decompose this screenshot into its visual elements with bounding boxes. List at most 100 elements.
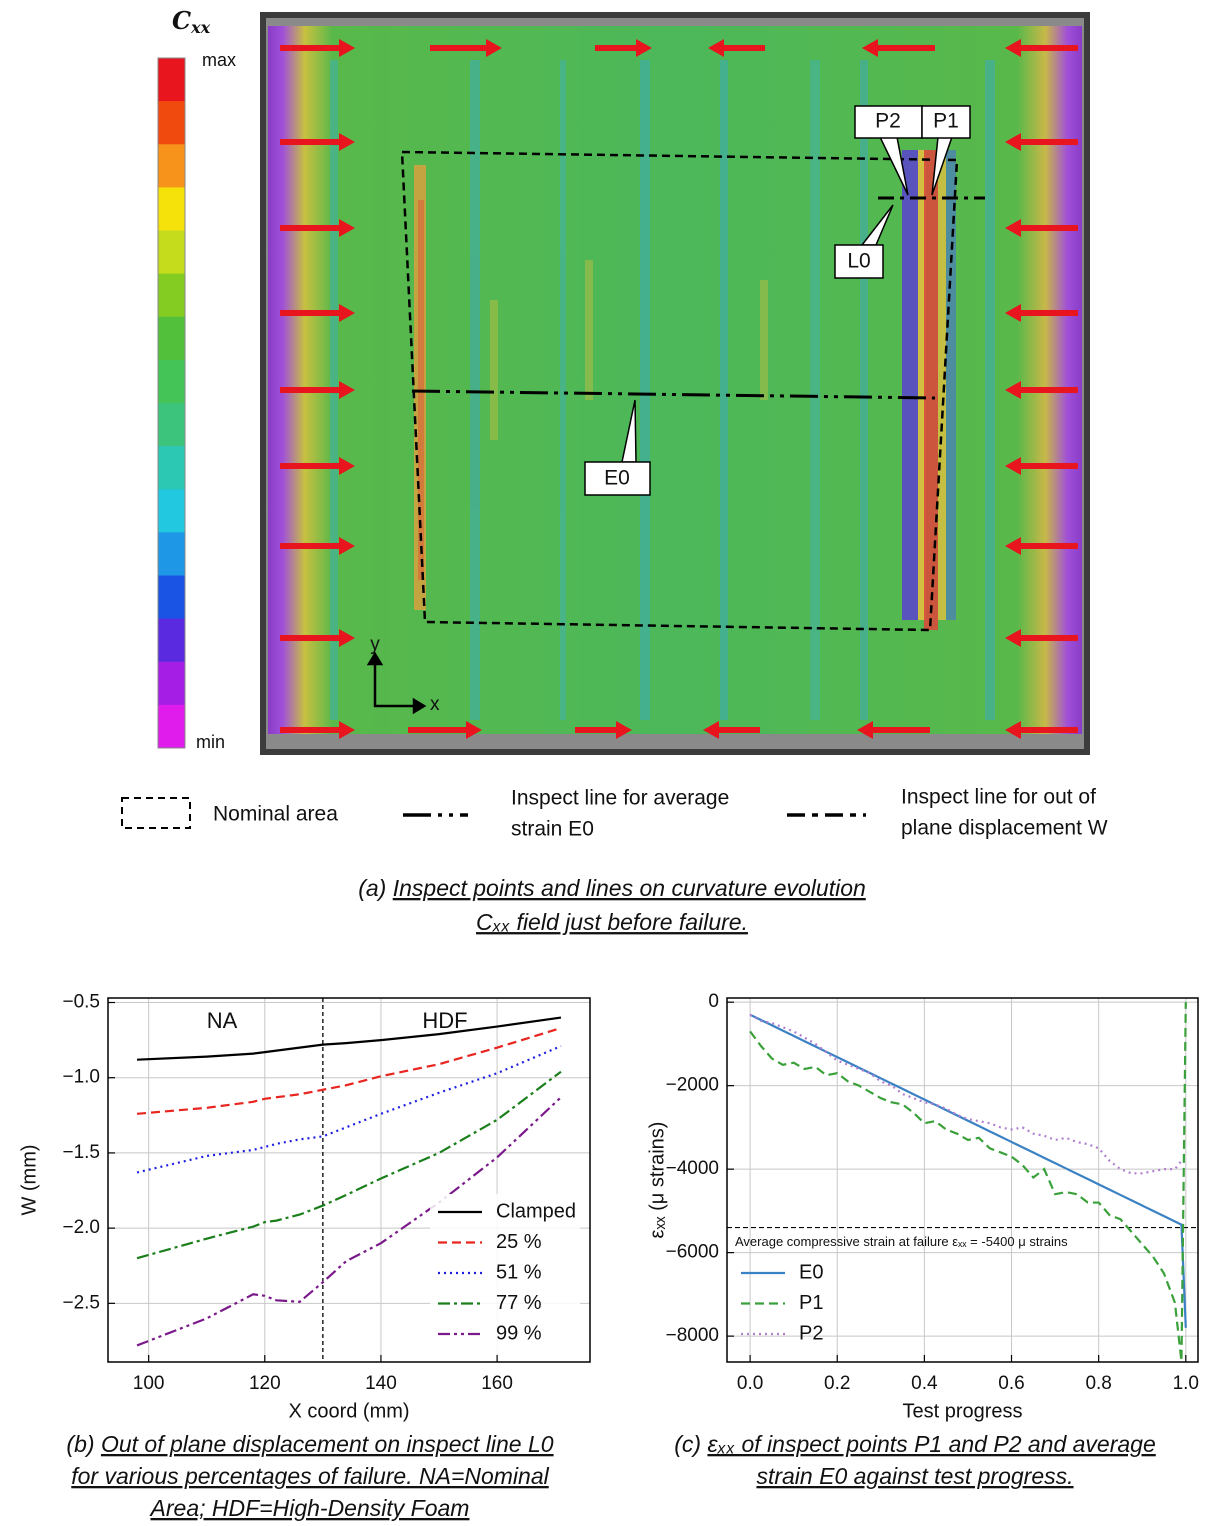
legend-label: E0 xyxy=(799,1261,823,1283)
plot-frame xyxy=(726,997,1199,1363)
arrow-head xyxy=(339,133,355,151)
arrow-head xyxy=(857,721,873,739)
x-tick-label: 1.0 xyxy=(1173,1373,1199,1394)
legend-label: 99 % xyxy=(496,1322,542,1344)
colorbar-segment xyxy=(158,661,185,706)
y-tick-label: 0 xyxy=(708,991,719,1012)
y-tick-label: −6000 xyxy=(666,1242,719,1263)
y-tick-label: −2.5 xyxy=(62,1292,100,1313)
legend-label: 77 % xyxy=(496,1292,542,1314)
legend-box xyxy=(430,1194,580,1355)
legend-label: 51 % xyxy=(496,1261,542,1283)
caption-a: (a) Inspect points and lines on curvatur… xyxy=(358,875,866,901)
y-axis-label: εₓₓ (μ strains) xyxy=(646,1122,668,1239)
x-tick-label: 140 xyxy=(365,1373,397,1394)
load-arrows xyxy=(280,39,1078,739)
region-label: NA xyxy=(207,1008,238,1033)
line-label: L0 xyxy=(847,250,870,273)
field-image xyxy=(260,12,1090,755)
colorbar-title-main: C xyxy=(172,6,191,35)
nominal-area xyxy=(400,150,959,632)
arrow-head xyxy=(1005,219,1021,237)
colorbar-segment xyxy=(158,403,185,447)
series-line xyxy=(136,1016,562,1061)
colorbar-segment xyxy=(158,489,185,533)
plot-frame xyxy=(107,997,591,1363)
y-tick-label: −8000 xyxy=(666,1325,719,1346)
arrow-head xyxy=(339,721,355,739)
arrow-head xyxy=(339,629,355,647)
arrow-head xyxy=(1005,133,1021,151)
caption-line: Inspect points and lines on curvature ev… xyxy=(393,875,866,901)
caption-label: (b) xyxy=(66,1431,94,1457)
x-tick-label: 160 xyxy=(481,1373,513,1394)
legend-text: plane displacement W xyxy=(901,817,1108,840)
arrow-head xyxy=(616,721,632,739)
colorbar-min: min xyxy=(196,732,225,752)
series-line xyxy=(136,1096,562,1347)
triad-y: y xyxy=(370,634,380,655)
arrow-head xyxy=(1005,457,1021,475)
caption-label: (a) xyxy=(358,875,386,901)
arrow-head xyxy=(339,39,355,57)
y-axis-label: W (mm) xyxy=(18,1144,40,1215)
series-line xyxy=(749,1002,1187,1362)
caption-line: for various percentages of failure. NA=N… xyxy=(71,1463,549,1489)
legend-label: P2 xyxy=(799,1322,823,1344)
colorbar-segment xyxy=(158,144,185,188)
point-label: P2 xyxy=(875,110,901,133)
colorbar-segment xyxy=(158,58,185,102)
point-label: P1 xyxy=(933,110,959,133)
callouts xyxy=(584,105,971,496)
arrow-head xyxy=(1005,39,1021,57)
caption-line: Cₓₓ field just before failure. xyxy=(476,909,748,935)
colorbar-segment xyxy=(158,532,185,576)
reference-label: Average compressive strain at failure εₓ… xyxy=(735,1234,1068,1249)
arrow-head xyxy=(339,219,355,237)
series-line xyxy=(136,1070,562,1260)
arrow-head xyxy=(486,39,502,57)
legend-nominal-symbol xyxy=(121,797,191,829)
y-tick-label: −0.5 xyxy=(62,992,100,1013)
legend-text: Inspect line for out of xyxy=(901,786,1096,809)
colorbar-title: Cxx xyxy=(172,6,211,37)
y-tick-label: −2.0 xyxy=(62,1217,100,1238)
y-tick-label: −4000 xyxy=(666,1158,719,1179)
series-line xyxy=(749,1013,1187,1328)
x-tick-label: 0.0 xyxy=(737,1373,763,1394)
caption-line: strain E0 against test progress. xyxy=(756,1463,1073,1489)
arrow-head xyxy=(1005,304,1021,322)
arrow-head xyxy=(339,381,355,399)
colorbar-segment xyxy=(158,316,185,361)
colorbar-frame xyxy=(157,57,186,749)
x-axis-label: X coord (mm) xyxy=(288,1400,409,1422)
legend-label: 25 % xyxy=(496,1231,542,1253)
inspect-line-e0 xyxy=(411,389,936,400)
y-tick-label: −2000 xyxy=(666,1075,719,1096)
arrow-head xyxy=(339,304,355,322)
chart-b: 100 120 140 160 −0.5 −1.0 −1.5 −2.0 −2.5 NA HDF Cla… xyxy=(18,992,591,1521)
series-line xyxy=(749,1013,1183,1175)
x-tick-label: 120 xyxy=(249,1373,281,1394)
series-line xyxy=(136,1027,562,1115)
x-axis-label: Test progress xyxy=(902,1400,1022,1422)
caption: (c) εₓₓ of inspect points P1 and P2 and … xyxy=(674,1431,1156,1457)
y-tick-label: −1.5 xyxy=(62,1142,100,1163)
caption-line: Area; HDF=High-Density Foam xyxy=(149,1495,470,1521)
x-tick-label: 0.4 xyxy=(911,1373,938,1394)
legend-label: Clamped xyxy=(496,1200,576,1222)
caption: for various percentages of failure. NA=N… xyxy=(71,1463,549,1489)
legend-label: P1 xyxy=(799,1292,823,1314)
chart-c: 0.0 0.2 0.4 0.6 0.8 1.0 0 −2000 −4000 −6000 −8000 A… xyxy=(646,991,1199,1489)
axis-triad xyxy=(366,651,427,715)
arrow-head xyxy=(339,537,355,555)
x-tick-label: 0.2 xyxy=(824,1373,850,1394)
caption: strain E0 against test progress. xyxy=(756,1463,1073,1489)
arrow-head xyxy=(1005,381,1021,399)
colorbar-segment xyxy=(158,187,185,231)
arrow-head xyxy=(862,39,878,57)
caption: (b) Out of plane displacement on inspect… xyxy=(66,1431,553,1457)
legend-text: strain E0 xyxy=(511,818,594,841)
caption-line: Out of plane displacement on inspect lin… xyxy=(101,1431,554,1457)
